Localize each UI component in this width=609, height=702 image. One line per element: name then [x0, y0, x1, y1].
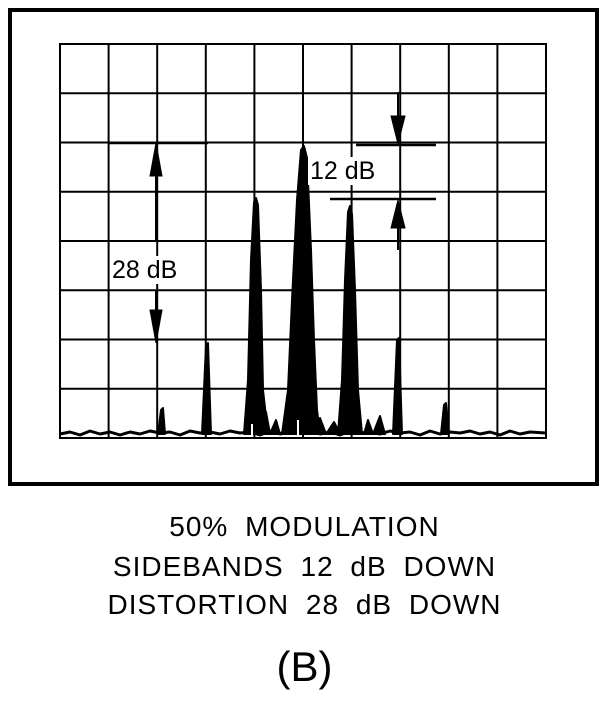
carrier-peak	[281, 145, 321, 435]
caption-sidebands: SIDEBANDS 12 dB DOWN	[112, 551, 497, 582]
sideband-measurement	[330, 92, 436, 250]
caption-distortion: DISTORTION 28 dB DOWN	[107, 589, 502, 620]
oscilloscope-display	[8, 8, 599, 486]
distortion-measure-label: 28 dB	[110, 256, 180, 284]
distortion-spike-left	[201, 342, 212, 435]
distortion-spike-outer-right	[440, 402, 450, 435]
distortion-spike-right	[392, 337, 403, 435]
spectrum-trace	[59, 145, 547, 437]
distortion-arrow-down	[149, 309, 163, 344]
lower-sideband-peak	[243, 197, 269, 435]
panel-label: (B)	[276, 643, 333, 690]
noise-clutter	[261, 411, 386, 435]
distortion-spike-outer-left	[157, 407, 166, 435]
upper-sideband-peak	[337, 205, 363, 435]
caption-modulation: 50% MODULATION	[169, 511, 440, 542]
distortion-measurement	[108, 141, 208, 344]
sideband-measure-label: 12 dB	[308, 157, 378, 185]
distortion-arrow-up	[149, 142, 163, 177]
sideband-arrow-down	[390, 115, 406, 145]
